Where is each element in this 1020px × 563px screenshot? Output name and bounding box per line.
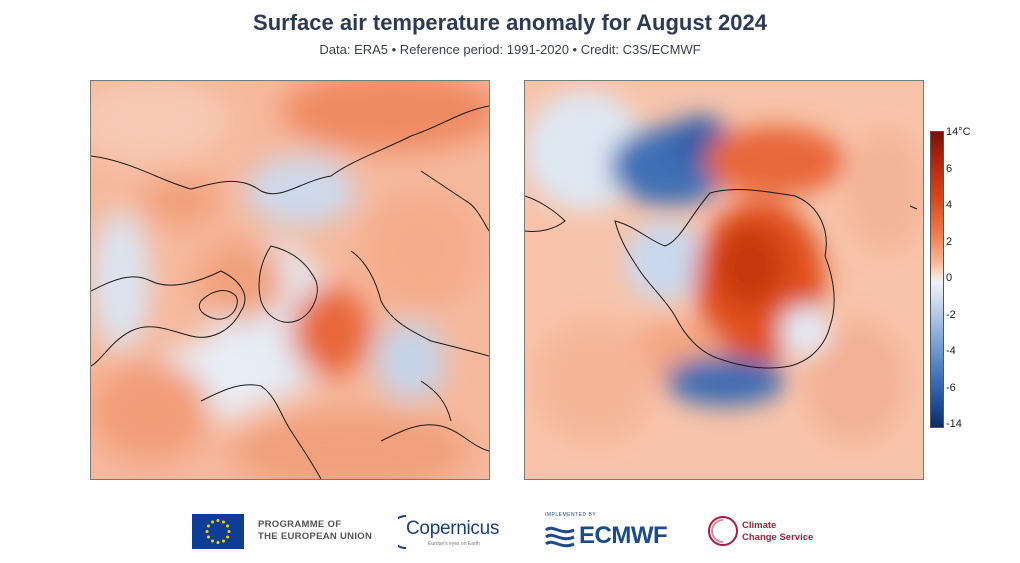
colorbar-tick-label: -4 [946, 345, 956, 357]
south-map-canvas [525, 81, 923, 479]
north-map-canvas [91, 81, 489, 479]
colorbar-tick-label: -14 [946, 418, 962, 430]
ecmwf-logo: IMPLEMENTED BY ECMWF [545, 512, 668, 549]
ecmwf-wave-icon [545, 526, 575, 548]
copernicus-arc-icon [398, 515, 407, 549]
page-title: Surface air temperature anomaly for Augu… [253, 10, 767, 35]
eu-flag-icon [192, 514, 244, 549]
c3s-logo: Climate Change Service [706, 510, 836, 552]
colorbar-tick-label: 4 [946, 199, 953, 211]
colorbar-tick-label: 6 [946, 162, 953, 175]
copernicus-logo: Copernicus Europe's eyes on Earth [398, 512, 508, 552]
page-subtitle: Data: ERA5 • Reference period: 1991-2020… [319, 42, 701, 57]
north-coastlines [91, 105, 489, 479]
colorbar-tick-label: -6 [946, 381, 956, 394]
colorbar-tick-label: 2 [946, 235, 953, 248]
footer-logos: PROGRAMME OF THE EUROPEAN UNION Copernic… [0, 506, 1020, 556]
temperature-colorbar [930, 131, 944, 428]
south-coastlines [525, 189, 918, 369]
colorbar-tick-label: 0 [946, 272, 953, 284]
south-polar-map [524, 80, 924, 480]
colorbar-tick-label: -2 [946, 308, 956, 321]
eu-programme-label: PROGRAMME OF THE EUROPEAN UNION [258, 519, 373, 542]
colorbar-tick-label: 14°C [946, 126, 971, 138]
c3s-circle-icon [708, 516, 738, 546]
north-polar-map [90, 80, 490, 480]
